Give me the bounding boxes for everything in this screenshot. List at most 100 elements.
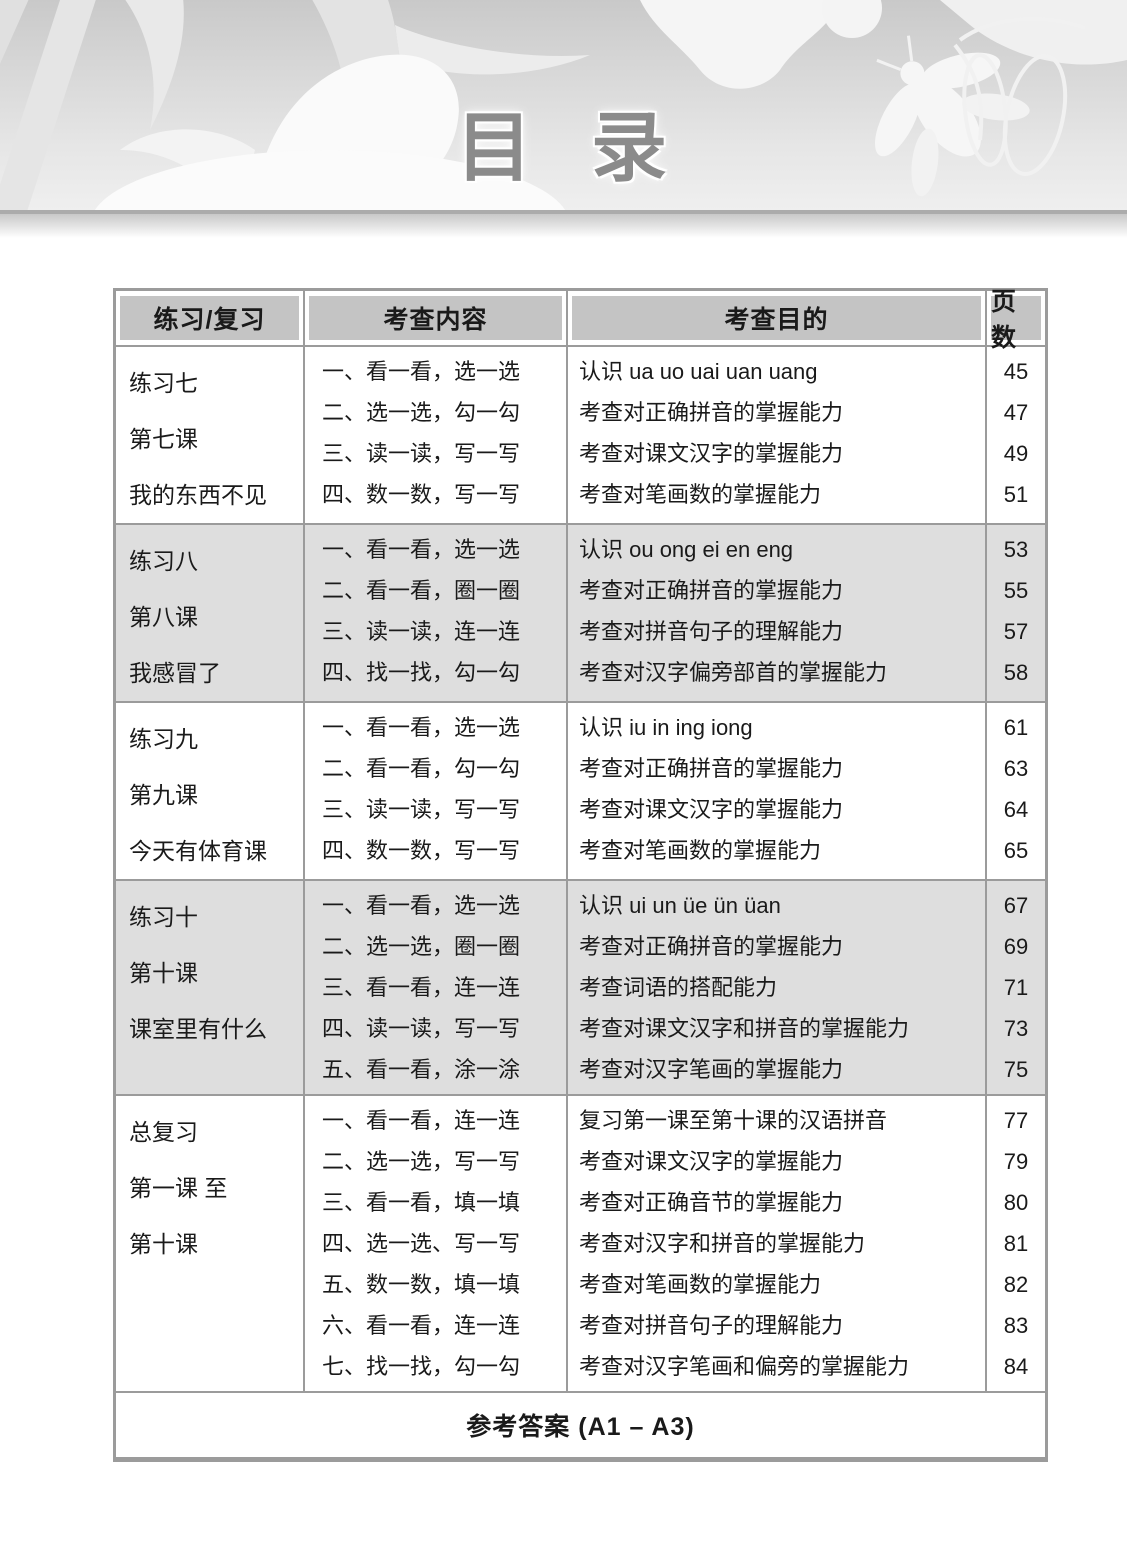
content-line: 二、选一选，勾一勾 [322,400,521,425]
page-cell: 53 55 57 58 [985,525,1045,701]
insect-outline-icon [822,0,1086,176]
page-number: 69 [1003,934,1029,959]
purpose-line: 考查对正确拼音的掌握能力 [579,756,844,781]
lesson-line: 我的东西不见 [129,482,267,508]
band-shadow [0,214,1127,238]
content-line: 四、找一找，勾一勾 [322,660,521,685]
lesson-line: 课室里有什么 [129,1016,267,1042]
purpose-line: 考查对课文汉字的掌握能力 [579,797,844,822]
purpose-line: 考查对汉字和拼音的掌握能力 [579,1231,866,1256]
content-line: 二、选一选，写一写 [322,1149,521,1174]
lesson-cell: 练习七第七课我的东西不见 [116,347,303,523]
content-line: 四、数一数，写一写 [322,482,521,507]
page-number: 67 [1003,893,1029,918]
page-number: 58 [1003,660,1029,685]
page-number: 63 [1003,756,1029,781]
content-line: 五、数一数，填一填 [322,1272,521,1297]
lesson-cell: 总复习第一课 至第十课 [116,1096,303,1391]
purpose-line: 考查对汉字笔画和偏旁的掌握能力 [579,1354,910,1379]
page-number: 49 [1003,441,1029,466]
content-line: 二、选一选，圈一圈 [322,934,521,959]
toc-table: 练习/复习 考查内容 考查目的 页数 练习七第七课我的东西不见一、看一看，选一选… [113,288,1048,1462]
page-number: 83 [1003,1313,1029,1338]
lesson-cell: 练习十 第十课 课室里有什么 [116,881,303,1094]
content-line: 一、看一看，选一选 [322,715,521,740]
content-line: 三、读一读，写一写 [322,441,521,466]
lesson-cell: 练习八 第八课 我感冒了 [116,525,303,701]
content-line: 六、看一看，连一连 [322,1313,521,1338]
lesson-line: 练习七 [129,370,198,396]
content-line: 二、看一看，勾一勾 [322,756,521,781]
page-number: 79 [1003,1149,1029,1174]
lesson-line: 练习八 [129,548,198,574]
purpose-cell: 认识 ui un üe ün üan 考查对正确拼音的掌握能力 考查词语的搭配能力考… [566,881,985,1094]
column-header-page: 页数 [985,288,1045,352]
lesson-line: 练习九 [129,726,198,752]
content-cell: 一、看一看，选一选 二、看一看，圈一圈 三、读一读，连一连 四、找一找，勾一勾 [303,525,566,701]
page-number: 64 [1003,797,1029,822]
content-line: 一、看一看，选一选 [322,893,521,918]
page-number: 81 [1003,1231,1029,1256]
column-header-exercise: 练习/复习 [116,291,303,345]
page-number: 57 [1003,619,1029,644]
page-number: 51 [1003,482,1029,507]
purpose-line: 考查对笔画数的掌握能力 [579,1272,822,1297]
page-number: 65 [1003,838,1029,863]
lesson-line: 我感冒了 [129,660,221,686]
content-line: 三、读一读，连一连 [322,619,521,644]
purpose-line: 认识 ou ong ei en eng [579,537,794,562]
page-cell: 45 47 49 51 [985,347,1045,523]
band-decorations [0,0,1127,210]
purpose-line: 考查对汉字偏旁部首的掌握能力 [579,660,888,685]
page-number: 75 [1003,1057,1029,1082]
page-cell: 61 63 64 65 [985,703,1045,879]
bee-icon [875,35,1030,197]
content-line: 一、看一看，连一连 [322,1108,521,1133]
page-number: 80 [1003,1190,1029,1215]
content-cell: 一、看一看，选一选 二、选一选，圈一圈 三、看一看，连一连 四、读一读，写一写 五、看一… [303,881,566,1094]
page-cell: 67 69 71 73 75 [985,881,1045,1094]
purpose-line: 考查对正确拼音的掌握能力 [579,400,844,425]
content-line: 三、读一读，写一写 [322,797,521,822]
table-body: 练习七第七课我的东西不见一、看一看，选一选 二、选一选，勾一勾 三、读一读，写一写四… [116,345,1045,1391]
band-edge [0,210,1127,214]
column-header-content: 考查内容 [303,291,566,345]
purpose-line: 考查对课文汉字的掌握能力 [579,441,844,466]
lesson-line: 练习十 [129,904,198,930]
page-number: 45 [1003,359,1029,384]
lesson-line: 第一课 至 [129,1175,228,1201]
content-line: 四、选一选、写一写 [322,1231,521,1256]
page-number: 61 [1003,715,1029,740]
purpose-line: 考查对课文汉字的掌握能力 [579,1149,844,1174]
purpose-line: 考查对笔画数的掌握能力 [579,838,822,863]
content-line: 一、看一看，选一选 [322,537,521,562]
purpose-cell: 认识 iu in ing iong 考查对正确拼音的掌握能力 考查对课文汉字的掌握能… [566,703,985,879]
table-row-group: 练习七 第七课 我的东西不见 一、看一看，选一选 二、选一选，勾一勾 三、读一读，写一写四… [116,345,1045,523]
content-cell: 一、看一看，连一连 二、选一选，写一写 三、看一看，填一填 四、选一选、写一写 五、数一… [303,1096,566,1391]
purpose-line: 考查词语的搭配能力 [579,975,778,1000]
content-line: 二、看一看，圈一圈 [322,578,521,603]
column-header-purpose: 考查目的 [566,291,985,345]
lesson-line: 总复习 [129,1119,198,1145]
purpose-line: 考查对课文汉字和拼音的掌握能力 [579,1016,910,1041]
purpose-line: 认识 ua uo uai uan uang [579,359,818,384]
answers-label: 参考答案 (A1 – A3) [466,1413,695,1441]
purpose-line: 考查对拼音句子的理解能力 [579,1313,844,1338]
purpose-line: 认识 ui un üe ün üan [579,893,781,918]
purpose-cell: 认识 ua uo uai uan uang 考查对正确拼音的掌握能力 考查对课文汉字… [566,347,985,523]
table-row-group: 练习十 第十课 课室里有什么 一、看一看，选一选 二、选一选，圈一圈 三、看一看，连一连四… [116,879,1045,1094]
purpose-line: 考查对拼音句子的理解能力 [579,619,844,644]
purpose-cell: 复习第一课至第十课的汉语拼音 考查对课文汉字的掌握能力 考查对正确音节的掌握能力 考查… [566,1096,985,1391]
table-row-group: 练习八 第八课 我感冒了 一、看一看，选一选 二、看一看，圈一圈 三、读一读，连一连 四、找… [116,523,1045,701]
table-row-group: 总复习 第一课 至第十课 一、看一看，连一连 二、选一选，写一写 三、看一看，填一填 四、… [116,1094,1045,1391]
content-line: 三、看一看，连一连 [322,975,521,1000]
purpose-line: 复习第一课至第十课的汉语拼音 [579,1108,888,1133]
lesson-line: 第七课 [129,426,198,452]
page-number: 55 [1003,578,1029,603]
page-number: 73 [1003,1016,1029,1041]
page-number: 71 [1003,975,1029,1000]
content-cell: 一、看一看，选一选 二、看一看，勾一勾 三、读一读，写一写 四、数一数，写一写 [303,703,566,879]
lesson-line: 第十课 [129,1231,198,1257]
purpose-line: 考查对正确音节的掌握能力 [579,1190,844,1215]
